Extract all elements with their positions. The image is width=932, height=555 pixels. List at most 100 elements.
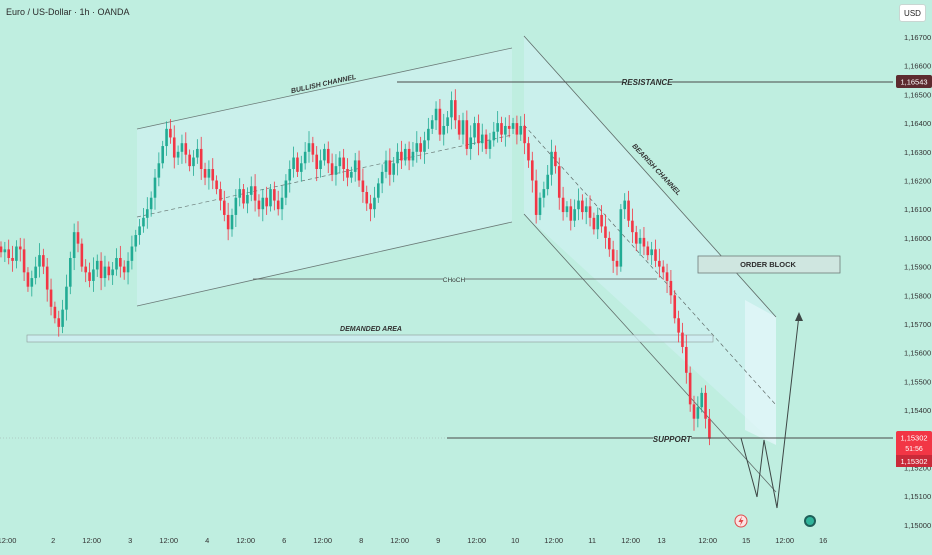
candle[interactable] xyxy=(400,140,403,170)
candle[interactable] xyxy=(557,157,561,210)
candle[interactable] xyxy=(484,129,488,155)
candle[interactable] xyxy=(296,152,299,178)
candle[interactable] xyxy=(488,132,492,159)
candle[interactable] xyxy=(34,256,37,285)
candle[interactable] xyxy=(450,91,453,130)
candle[interactable] xyxy=(480,123,484,152)
candle[interactable] xyxy=(7,239,10,265)
candle[interactable] xyxy=(623,193,626,219)
candle[interactable] xyxy=(334,154,338,186)
candle[interactable] xyxy=(319,149,322,178)
candle[interactable] xyxy=(596,207,600,240)
candle[interactable] xyxy=(242,183,245,209)
candle[interactable] xyxy=(615,249,619,276)
candle[interactable] xyxy=(72,223,76,271)
candle[interactable] xyxy=(292,146,295,178)
candle[interactable] xyxy=(346,158,349,187)
candle[interactable] xyxy=(708,408,711,446)
candle[interactable] xyxy=(380,164,384,194)
candle[interactable] xyxy=(323,143,326,166)
candle[interactable] xyxy=(500,116,503,143)
candle[interactable] xyxy=(669,270,673,304)
candle[interactable] xyxy=(199,136,203,180)
candle[interactable] xyxy=(11,245,14,272)
candle[interactable] xyxy=(507,115,511,138)
candle[interactable] xyxy=(665,263,669,294)
candle[interactable] xyxy=(550,139,553,186)
candle[interactable] xyxy=(661,260,665,280)
candle[interactable] xyxy=(88,262,91,288)
candle[interactable] xyxy=(561,186,565,221)
candle[interactable] xyxy=(300,155,303,182)
candle[interactable] xyxy=(0,241,3,258)
candle[interactable] xyxy=(473,116,476,145)
candle[interactable] xyxy=(465,110,469,156)
candle[interactable] xyxy=(538,192,542,221)
candle[interactable] xyxy=(642,226,646,256)
candle[interactable] xyxy=(192,150,195,176)
candle[interactable] xyxy=(688,366,692,412)
candle[interactable] xyxy=(326,141,330,174)
candle[interactable] xyxy=(196,139,199,164)
candle[interactable] xyxy=(434,101,438,130)
candle[interactable] xyxy=(219,181,222,211)
candle[interactable] xyxy=(654,239,657,268)
candle[interactable] xyxy=(511,117,515,135)
candle[interactable] xyxy=(692,395,696,431)
candle[interactable] xyxy=(257,194,261,217)
candle[interactable] xyxy=(265,186,268,215)
candle[interactable] xyxy=(477,114,480,156)
candle[interactable] xyxy=(188,149,191,172)
candle[interactable] xyxy=(119,245,122,278)
candle[interactable] xyxy=(80,238,84,272)
candle[interactable] xyxy=(357,150,361,187)
candle[interactable] xyxy=(427,117,430,149)
candle[interactable] xyxy=(438,98,442,141)
candle[interactable] xyxy=(69,251,72,295)
candle[interactable] xyxy=(611,240,615,273)
candle[interactable] xyxy=(565,201,569,218)
candle[interactable] xyxy=(577,188,580,221)
candle[interactable] xyxy=(207,160,211,190)
candle[interactable] xyxy=(288,160,292,193)
candle[interactable] xyxy=(469,125,472,160)
candle[interactable] xyxy=(704,385,707,429)
candle[interactable] xyxy=(53,301,57,324)
candle[interactable] xyxy=(246,187,249,214)
candle[interactable] xyxy=(650,241,653,265)
candle[interactable] xyxy=(631,208,634,244)
candle[interactable] xyxy=(369,194,372,222)
candle[interactable] xyxy=(384,150,388,179)
candle[interactable] xyxy=(234,189,238,227)
candle[interactable] xyxy=(407,141,411,171)
candle[interactable] xyxy=(457,115,461,140)
candle[interactable] xyxy=(546,165,549,196)
candle[interactable] xyxy=(226,202,230,241)
candle[interactable] xyxy=(157,152,161,187)
candle[interactable] xyxy=(446,111,449,134)
candle[interactable] xyxy=(430,115,434,135)
candle[interactable] xyxy=(203,162,207,186)
candle[interactable] xyxy=(303,142,307,170)
candle[interactable] xyxy=(419,136,422,160)
candle[interactable] xyxy=(527,136,530,168)
candle[interactable] xyxy=(284,174,288,206)
candle[interactable] xyxy=(531,151,534,193)
candle[interactable] xyxy=(677,310,680,343)
candle[interactable] xyxy=(573,199,576,227)
candle[interactable] xyxy=(42,248,45,275)
candle[interactable] xyxy=(261,189,265,222)
economic-event-icon[interactable] xyxy=(734,514,748,528)
candle[interactable] xyxy=(350,166,353,183)
candle[interactable] xyxy=(634,225,638,252)
candle[interactable] xyxy=(103,255,107,287)
candle[interactable] xyxy=(307,131,311,163)
candle[interactable] xyxy=(184,132,188,164)
candle[interactable] xyxy=(249,176,253,202)
candle[interactable] xyxy=(99,252,103,291)
candle[interactable] xyxy=(461,112,465,145)
candle[interactable] xyxy=(619,204,623,272)
candle[interactable] xyxy=(515,115,519,145)
candle[interactable] xyxy=(3,241,7,263)
